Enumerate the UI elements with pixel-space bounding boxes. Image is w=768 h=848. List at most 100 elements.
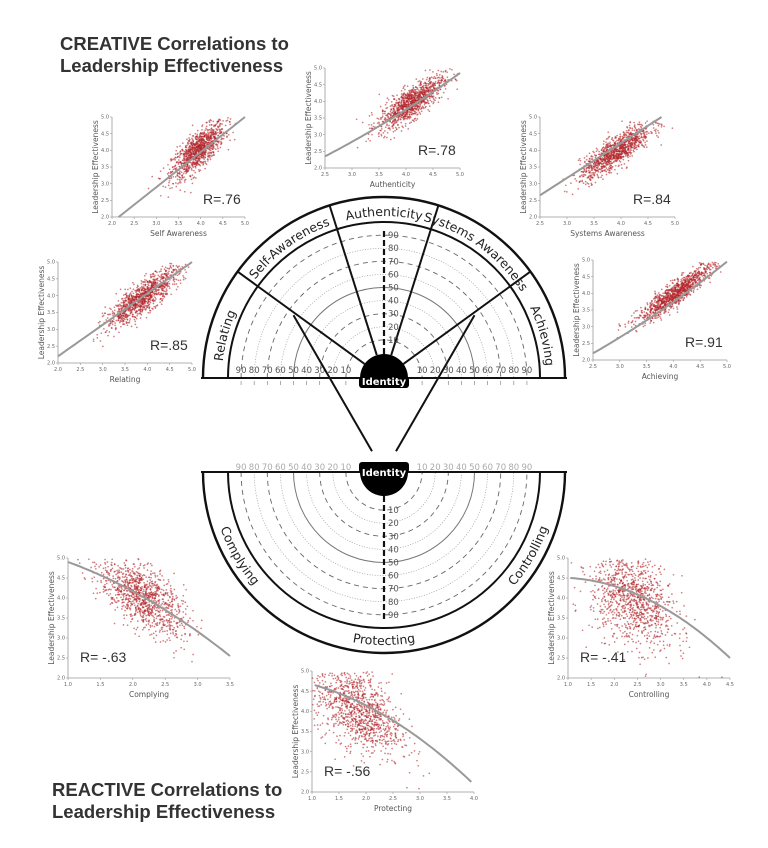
scatter-point [655, 132, 657, 134]
scatter-point [172, 182, 174, 185]
scatter-point [127, 298, 129, 301]
scatter-point [229, 121, 231, 123]
scatter-point [172, 269, 175, 271]
scatter-point [168, 179, 171, 182]
scatter-point [187, 149, 189, 151]
scatter-point [577, 188, 580, 190]
scatter-point [400, 89, 403, 92]
scatter-point [139, 317, 142, 319]
scatter-point [584, 171, 587, 173]
scatter-point [660, 144, 663, 146]
scatter-point [149, 280, 152, 283]
scatter-point [410, 95, 413, 98]
scatter-point [392, 105, 395, 108]
scatter-point [196, 161, 199, 164]
scatter-point [209, 131, 212, 134]
scatter-point [99, 340, 102, 342]
scatter-points [147, 117, 237, 198]
y-axis-label: Leadership Effectiveness [572, 263, 581, 357]
scatter-point [601, 174, 603, 177]
scatter-point [132, 292, 135, 295]
scatter-point [209, 156, 211, 159]
x-axis-label: Systems Awareness [570, 229, 645, 238]
vertical-scale-label: 70 [388, 585, 399, 595]
scatter-point [121, 304, 123, 307]
scatter-point [162, 297, 164, 300]
scatter-point [646, 120, 648, 123]
scatter-point [117, 319, 120, 322]
scatter-point [400, 93, 403, 95]
scatter-point [174, 268, 177, 271]
scatter-point [571, 193, 574, 196]
scatter-point [217, 134, 220, 137]
scatter-point [186, 138, 188, 141]
scatter-point [213, 154, 215, 157]
scatter-point [624, 143, 627, 146]
scatter-point [614, 159, 617, 162]
scatter-point [178, 154, 181, 157]
scatter-point [176, 161, 178, 163]
scatter-point [207, 160, 209, 162]
scatter-point [182, 162, 185, 165]
scatter-point [210, 123, 213, 126]
left-scale-label: 20 [327, 463, 338, 473]
scatter-point [620, 138, 623, 141]
scatter-point [394, 103, 397, 106]
scatter-point [402, 106, 405, 108]
scatter-point [139, 306, 142, 309]
scatter-point [424, 92, 427, 94]
scatter-point [168, 270, 170, 273]
scatter-point [136, 286, 138, 289]
scatter-point [594, 169, 596, 171]
left-scale-label: 40 [301, 463, 312, 473]
scatter-point [138, 308, 140, 311]
x-axis-label: Achieving [642, 372, 679, 381]
scatter-point [164, 290, 167, 293]
scatter-point [142, 281, 145, 283]
y-axis-label: Leadership Effectiveness [37, 266, 46, 360]
scatter-point [436, 93, 438, 96]
scatter-point [645, 133, 648, 135]
scatter-point [201, 124, 204, 126]
scatter-point [382, 132, 385, 134]
scatter-point [595, 160, 598, 163]
scatter-point [637, 144, 640, 147]
scatter-point [396, 94, 398, 97]
scatter-point [139, 300, 141, 303]
scatter-point [365, 140, 368, 143]
vertical-scale-label: 80 [388, 598, 399, 608]
scatter-point [377, 133, 380, 135]
scatter-point [209, 136, 212, 139]
scatter-point [620, 155, 622, 158]
scatter-point [611, 165, 613, 168]
scatter-point [408, 113, 411, 116]
left-scale-label: 80 [249, 366, 260, 376]
scatter-point [206, 152, 209, 155]
scatter-point [594, 181, 597, 184]
scatter-point [191, 137, 193, 140]
vertical-scale-label: 60 [388, 270, 399, 280]
right-scale-label: 50 [469, 463, 480, 473]
scatter-point [420, 90, 423, 93]
scatter-point [398, 126, 400, 129]
scatter-point [110, 308, 112, 311]
scatter-point [178, 172, 181, 174]
scatter-point [172, 264, 175, 267]
scatter-point [176, 266, 179, 268]
scatter-point [404, 94, 407, 97]
x-tick-label: 3.5 [590, 221, 598, 227]
scatter-point [134, 296, 137, 299]
scatter-point [671, 279, 674, 282]
scatter-point [603, 156, 606, 159]
scatter-point [181, 142, 184, 144]
scatter-point [119, 288, 122, 291]
scatter-point [198, 170, 201, 173]
scatter-point [148, 307, 151, 310]
scatter-point [417, 108, 420, 111]
scatter-point [628, 127, 631, 129]
scatter-point [182, 275, 184, 277]
scatter-point [199, 160, 202, 163]
scatter-point [419, 113, 422, 115]
scatter-point [136, 314, 138, 317]
left-scale-label: 60 [275, 463, 286, 473]
